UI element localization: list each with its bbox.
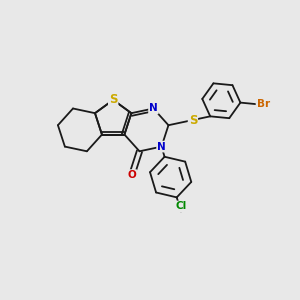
Text: Cl: Cl	[175, 202, 187, 212]
Text: S: S	[109, 93, 117, 106]
Text: N: N	[149, 103, 158, 113]
Text: O: O	[128, 170, 136, 180]
Text: S: S	[189, 113, 197, 127]
Text: Br: Br	[256, 99, 270, 109]
Text: N: N	[157, 142, 166, 152]
